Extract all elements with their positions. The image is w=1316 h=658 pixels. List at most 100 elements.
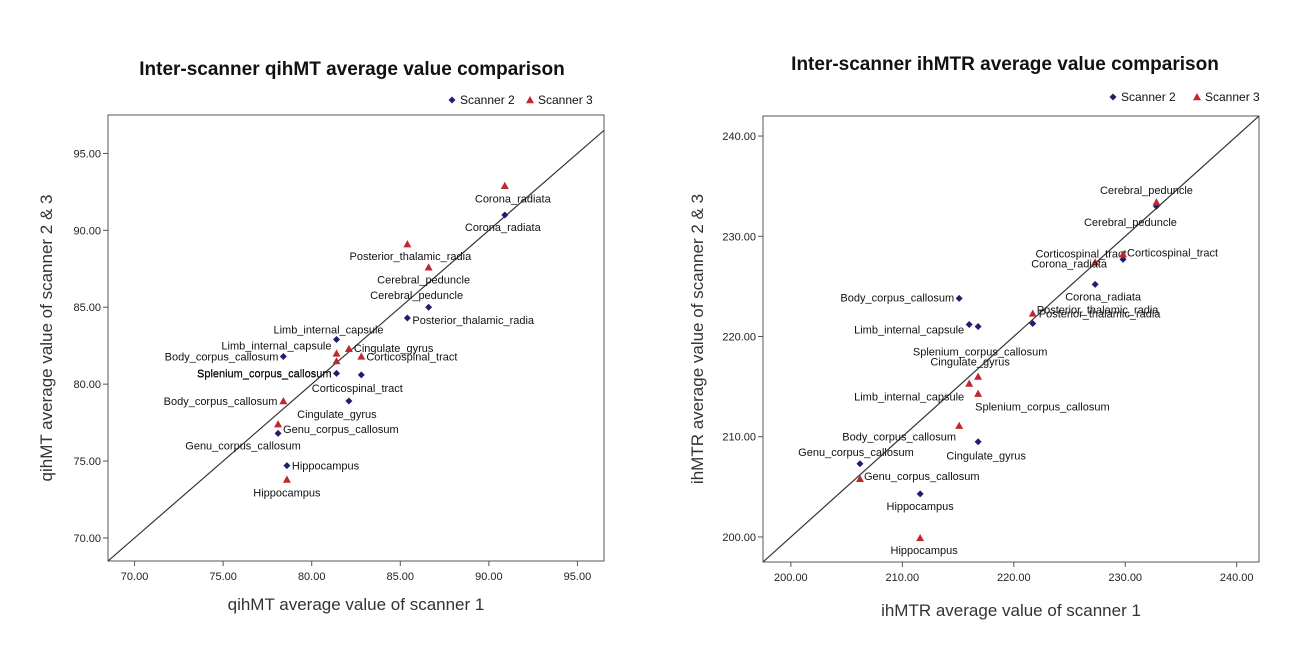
- identity-line: [108, 129, 604, 561]
- point-scanner-3: [279, 397, 288, 405]
- point-label-scanner-3: Hippocampus: [253, 487, 321, 499]
- point-scanner-3: [916, 533, 925, 542]
- y-tick-label: 95.00: [73, 148, 101, 160]
- x-tick-label: 220.00: [997, 572, 1031, 584]
- point-scanner-2: [333, 369, 341, 377]
- point-label-scanner-3: Cingulate_gyrus: [930, 357, 1010, 369]
- y-tick-label: 240.00: [722, 131, 756, 143]
- point-scanner-2: [333, 336, 341, 344]
- point-scanner-2: [283, 462, 291, 470]
- point-scanner-2: [1091, 280, 1099, 288]
- point-label-scanner-3: Corticospinal_tract: [366, 351, 457, 363]
- point-scanner-3: [1091, 258, 1100, 266]
- point-label-scanner-3: Body_corpus_callosum: [164, 396, 278, 408]
- point-label-scanner-2: Limb_internal_capsule: [273, 325, 383, 337]
- identity-line: [763, 116, 1259, 562]
- legend-marker-scanner-3: [526, 96, 534, 104]
- y-tick-label: 80.00: [73, 379, 101, 391]
- x-axis-label: qihMT average value of scanner 1: [228, 595, 485, 614]
- chart-title: Inter-scanner qihMT average value compar…: [139, 59, 565, 80]
- point-scanner-2: [279, 352, 287, 360]
- point-scanner-3: [403, 240, 412, 248]
- point-scanner-3: [274, 420, 283, 428]
- point-label-scanner-3: Corona_radiata: [1031, 258, 1108, 270]
- point-label-scanner-2: Genu_corpus_callosum: [185, 440, 301, 452]
- x-tick-label: 90.00: [475, 571, 503, 583]
- point-scanner-3: [282, 475, 291, 483]
- point-scanner-2: [501, 211, 509, 219]
- point-label-scanner-2: Cerebral_peduncle: [370, 290, 463, 302]
- y-tick-label: 220.00: [722, 331, 756, 343]
- x-tick-label: 210.00: [885, 572, 919, 584]
- x-tick-label: 75.00: [209, 571, 237, 583]
- point-scanner-2: [974, 322, 982, 330]
- point-scanner-3: [955, 421, 964, 429]
- x-tick-label: 95.00: [564, 571, 592, 583]
- point-label-scanner-2: Corona_radiata: [1065, 291, 1142, 303]
- point-label-scanner-3: Body_corpus_callosum: [842, 432, 956, 444]
- x-axis-label: ihMTR average value of scanner 1: [881, 601, 1141, 620]
- point-label-scanner-3: Cerebral_peduncle: [1100, 185, 1193, 197]
- chart-panel-1: Inter-scanner qihMT average value compar…: [37, 59, 605, 614]
- point-label-scanner-2: Cerebral_peduncle: [1084, 217, 1177, 229]
- point-label-scanner-3: Splenium_corpus_callosum: [975, 402, 1110, 414]
- point-scanner-3: [344, 344, 353, 352]
- x-tick-label: 85.00: [387, 571, 415, 583]
- y-tick-label: 230.00: [722, 231, 756, 243]
- point-scanner-2: [345, 397, 353, 405]
- point-scanner-2: [955, 294, 963, 302]
- legend-label-scanner-2: Scanner 2: [1121, 90, 1176, 104]
- point-scanner-2: [1029, 319, 1037, 327]
- point-scanner-3: [500, 181, 509, 189]
- x-tick-label: 70.00: [121, 571, 149, 583]
- y-tick-label: 85.00: [73, 302, 101, 314]
- legend-label-scanner-2: Scanner 2: [460, 93, 515, 107]
- legend-marker-scanner-2: [1109, 93, 1117, 101]
- y-axis-label: qihMT average value of scanner 2 & 3: [37, 195, 56, 482]
- point-scanner-3: [974, 372, 983, 380]
- plot-area: [107, 114, 605, 562]
- point-scanner-3: [1028, 309, 1037, 317]
- chart-panel-2: Inter-scanner ihMTR average value compar…: [688, 54, 1260, 620]
- point-label-scanner-3: Genu_corpus_callosum: [864, 471, 980, 483]
- point-label-scanner-3: Hippocampus: [891, 545, 959, 557]
- x-tick-label: 240.00: [1220, 572, 1254, 584]
- point-scanner-2: [357, 371, 365, 379]
- point-label-scanner-2: Genu_corpus_callosum: [798, 447, 914, 459]
- point-scanner-3: [332, 357, 341, 365]
- point-label-scanner-2: Hippocampus: [292, 461, 360, 473]
- point-scanner-2: [856, 460, 864, 468]
- x-tick-label: 80.00: [298, 571, 326, 583]
- point-scanner-2: [965, 320, 973, 328]
- point-scanner-3: [1119, 250, 1128, 258]
- point-label-scanner-3: Corona_radiata: [475, 194, 552, 206]
- point-scanner-3: [965, 379, 974, 387]
- y-tick-label: 75.00: [73, 456, 101, 468]
- x-tick-label: 200.00: [774, 572, 808, 584]
- point-label-scanner-3: Cerebral_peduncle: [377, 274, 470, 286]
- point-scanner-3: [1152, 198, 1161, 206]
- plot-area: [762, 115, 1260, 563]
- point-label-scanner-2: Splenium_corpus_callosum: [197, 368, 332, 380]
- point-label-scanner-2: Splenium_corpus_callosum: [913, 346, 1048, 358]
- y-tick-label: 200.00: [722, 532, 756, 544]
- legend-marker-scanner-3: [1193, 93, 1201, 101]
- legend-label-scanner-3: Scanner 3: [1205, 90, 1260, 104]
- point-scanner-2: [1119, 255, 1127, 263]
- point-label-scanner-3: Limb_internal_capsule: [854, 392, 964, 404]
- point-label-scanner-2: Cingulate_gyrus: [946, 451, 1026, 463]
- point-label-scanner-3: Limb_internal_capsule: [221, 340, 331, 352]
- chart-title: Inter-scanner ihMTR average value compar…: [791, 54, 1219, 75]
- point-label-scanner-3: Genu_corpus_callosum: [283, 424, 399, 436]
- y-axis-label: ihMTR average value of scanner 2 & 3: [688, 194, 707, 484]
- point-label-scanner-2: Body_corpus_callosum: [165, 351, 279, 363]
- point-scanner-3: [357, 352, 366, 360]
- point-label-scanner-2: Corticospinal_tract: [312, 383, 403, 395]
- y-tick-label: 70.00: [73, 533, 101, 545]
- point-label-scanner-2: Corona_radiata: [465, 222, 542, 234]
- point-label-scanner-2: Posterior_thalamic_radia: [412, 315, 535, 327]
- legend-marker-scanner-2: [448, 96, 456, 104]
- point-label-scanner-2: Body_corpus_callosum: [840, 292, 954, 304]
- point-label-scanner-3: Posterior_thalamic_radia: [350, 251, 473, 263]
